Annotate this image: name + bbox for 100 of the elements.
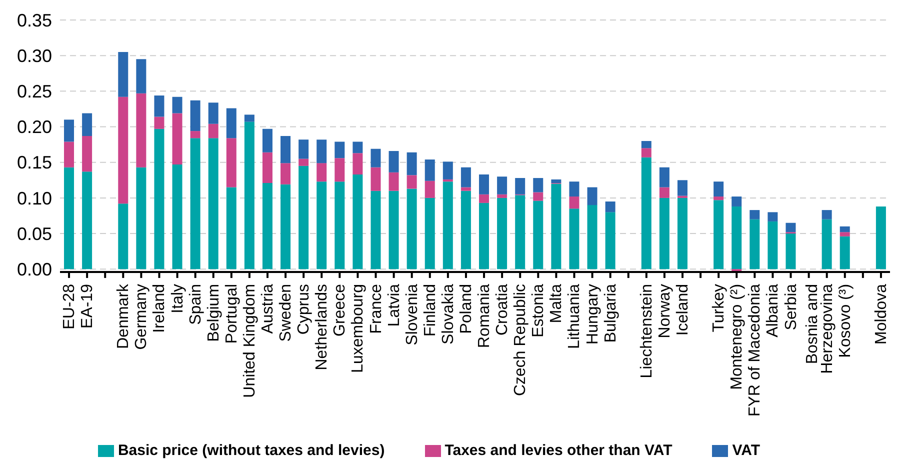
bar (460, 187, 471, 191)
bar (334, 158, 345, 182)
bar (352, 174, 363, 270)
bar (154, 116, 164, 129)
bar (262, 128, 272, 152)
bar (226, 187, 236, 270)
bar (840, 232, 850, 236)
legend-label: Basic price (without taxes and levies) (118, 442, 385, 459)
bar (172, 96, 182, 114)
bar (587, 187, 598, 206)
bar (316, 163, 327, 182)
y-tick-label: 0.05 (16, 224, 52, 244)
bar (190, 131, 200, 138)
bar (370, 190, 381, 270)
x-tick-label: Slovenia (404, 284, 421, 346)
bar (732, 196, 742, 206)
x-tick-label: Ireland (151, 284, 168, 333)
bar (515, 195, 526, 270)
y-tick-label: 0.10 (16, 188, 52, 208)
bar (154, 128, 164, 270)
bar (118, 204, 128, 270)
bar (750, 210, 760, 220)
x-tick-label: Hungary (584, 284, 602, 344)
bar (587, 205, 598, 270)
x-tick-label: United Kingdom (241, 284, 258, 398)
bar (479, 194, 489, 203)
bar (605, 202, 616, 212)
y-tick-label: 0.30 (16, 46, 52, 66)
x-tick-label: Bulgaria (602, 284, 620, 343)
bar (406, 188, 417, 270)
bar (370, 148, 381, 168)
bar (497, 194, 508, 198)
x-tick-label: EU-28 (61, 284, 78, 330)
bar (497, 198, 508, 270)
x-tick-label: Greece (332, 284, 349, 336)
y-tick-label: 0.00 (16, 260, 52, 280)
bar (569, 182, 580, 197)
x-tick-label: Iceland (674, 284, 692, 336)
x-tick-label: Latvia (386, 284, 403, 327)
bar (352, 153, 363, 174)
bar (424, 180, 435, 198)
bar (533, 200, 544, 270)
bar (352, 142, 363, 154)
x-tick-label: Portugal (223, 284, 240, 344)
bar (208, 102, 218, 124)
x-tick-label: Liechtenstein (638, 284, 656, 378)
x-tick-label: Italy (169, 284, 186, 314)
bar (136, 167, 146, 270)
bar (334, 182, 345, 270)
legend-label: Taxes and levies other than VAT (444, 442, 672, 459)
bar (244, 122, 254, 270)
bar (732, 206, 742, 270)
bar (442, 182, 453, 270)
bar (659, 167, 670, 188)
bar (641, 148, 652, 158)
bar (262, 182, 272, 270)
bar (406, 152, 417, 176)
x-tick-label: Malta (548, 284, 566, 324)
bar (768, 221, 778, 270)
bar (479, 174, 489, 194)
y-tick-label: 0.20 (16, 117, 52, 138)
bar (154, 95, 164, 117)
x-tick-label: Finland (422, 284, 439, 336)
bar (569, 208, 580, 270)
bar (750, 219, 760, 270)
bar (388, 150, 399, 172)
y-tick-label: 0.25 (16, 82, 52, 102)
x-tick-label: FYR of Macedonia (746, 284, 764, 416)
bar (822, 219, 832, 270)
bar (334, 142, 345, 158)
bar (605, 212, 616, 270)
bar (316, 140, 327, 164)
bar (244, 114, 254, 122)
x-tick-label: Bosnia and Herzegovina (804, 284, 836, 374)
bar (208, 138, 218, 270)
bar (460, 167, 471, 188)
x-tick-label: Germany (133, 284, 150, 350)
bar (822, 210, 832, 220)
bar (388, 190, 399, 270)
bar (569, 196, 580, 209)
bar (876, 206, 886, 270)
bar (551, 179, 562, 183)
bar (533, 178, 544, 192)
x-tick-label: Croatia (494, 284, 512, 336)
x-tick-label: Montenegro (²) (728, 284, 746, 390)
x-tick-label: Luxembourg (350, 284, 367, 373)
bar (298, 166, 309, 270)
bar (118, 96, 128, 204)
x-tick-label: Spain (187, 284, 204, 325)
x-tick-label: Netherlands (314, 284, 331, 370)
bar (659, 187, 670, 198)
x-tick-label: Czech Republic (512, 284, 530, 396)
bar (64, 142, 74, 168)
bar (424, 160, 435, 181)
y-tick-label: 0.35 (16, 10, 52, 30)
bar (82, 172, 92, 270)
bar (64, 167, 74, 270)
x-tick-label: Estonia (530, 284, 548, 338)
bar (641, 141, 652, 148)
bar (298, 140, 309, 159)
